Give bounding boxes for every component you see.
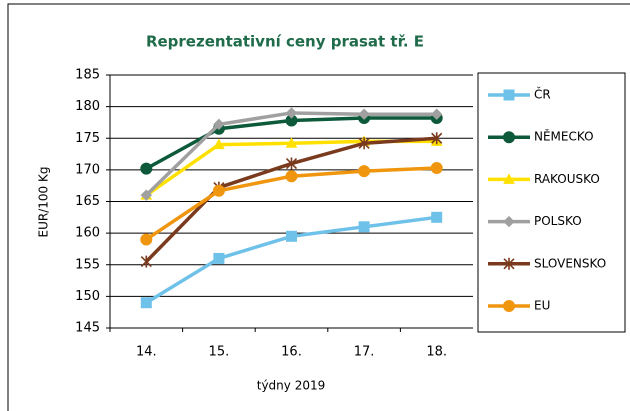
chart-title: Reprezentativní ceny prasat tř. E	[146, 33, 424, 51]
chart-frame	[7, 3, 630, 411]
y-tick-label: 160	[75, 226, 100, 241]
marker	[431, 211, 443, 223]
y-tick-label: 185	[75, 68, 100, 83]
y-tick-label: 180	[75, 99, 100, 114]
y-tick-label: 145	[75, 321, 100, 336]
marker	[430, 108, 443, 120]
marker	[213, 252, 225, 264]
legend-label: NĚMECKO	[534, 129, 594, 144]
marker	[285, 170, 298, 183]
marker	[503, 131, 515, 144]
marker	[358, 108, 370, 120]
marker	[213, 118, 225, 131]
marker	[140, 255, 152, 268]
marker	[140, 297, 152, 309]
marker	[212, 184, 225, 197]
marker	[140, 233, 153, 246]
marker	[285, 137, 298, 148]
marker	[431, 132, 443, 145]
marker	[286, 230, 297, 242]
legend-label: SLOVENSKO	[534, 256, 606, 270]
y-tick-label: 165	[75, 194, 100, 209]
marker	[140, 162, 153, 175]
marker	[503, 257, 515, 270]
legend-label: RAKOUSKO	[534, 172, 600, 186]
x-tick-label: 16.	[281, 345, 302, 360]
x-tick-label: 17.	[354, 345, 375, 360]
y-tick-label: 175	[75, 131, 100, 146]
series-line	[145, 136, 437, 263]
y-axis-label: EUR/100 Kg	[37, 167, 51, 238]
marker	[213, 138, 225, 150]
legend-box	[477, 72, 626, 333]
marker	[430, 161, 443, 174]
marker	[358, 165, 371, 178]
x-axis-label: týdny 2019	[257, 379, 325, 393]
marker	[503, 89, 515, 101]
x-tick-label: 15.	[209, 345, 230, 360]
y-tick-label: 170	[75, 162, 100, 177]
legend-label: POLSKO	[534, 214, 582, 228]
marker	[285, 107, 298, 119]
legend-label: ČR	[534, 87, 551, 102]
marker	[358, 221, 370, 233]
y-tick-label: 150	[75, 289, 100, 304]
marker	[285, 157, 298, 170]
x-tick-label: 18.	[426, 345, 447, 360]
series-line	[145, 215, 437, 305]
legend-label: EU	[534, 299, 550, 313]
marker	[503, 215, 515, 228]
marker	[503, 173, 515, 184]
marker	[358, 137, 370, 150]
x-tick-label: 14.	[136, 345, 157, 360]
y-tick-label: 155	[75, 257, 100, 272]
marker	[140, 189, 153, 201]
marker	[503, 300, 515, 312]
